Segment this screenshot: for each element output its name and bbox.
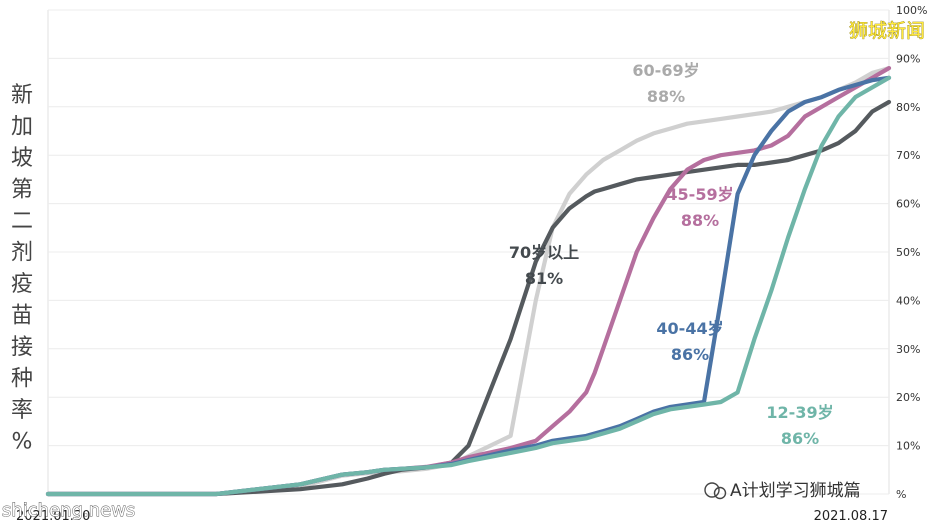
watermark-left: shicheng.news [2,500,135,521]
series-line-70岁以上 [45,99,892,497]
y-tick-label: 50% [896,246,920,259]
y-tick-label: 100% [896,4,927,17]
y-tick-label: 30% [896,343,920,356]
series-line-60-69岁 [45,65,892,497]
y-tick-label: 40% [896,294,920,307]
x-start-date-label: 2021.01.30 [16,509,90,524]
series-label-60-69岁: 60-69岁 [632,61,699,80]
wechat-icon [704,482,720,498]
series-value-40-44岁: 86% [671,345,709,364]
series-label-70岁以上: 70岁以上 [509,243,579,262]
y-tick-label: 10% [896,440,920,453]
series-label-12-39岁: 12-39岁 [766,403,833,422]
x-end-date-label: 2021.08.17 [814,509,888,524]
series-value-70岁以上: 81% [525,269,563,288]
watermark-right: A计划学习狮城篇 [730,481,861,501]
y-tick-label: 70% [896,149,920,162]
series-value-45-59岁: 88% [681,211,719,230]
y-tick-label: 80% [896,101,920,114]
series-value-60-69岁: 88% [647,87,685,106]
series-value-12-39岁: 86% [781,429,819,448]
series-label-45-59岁: 45-59岁 [666,185,733,204]
series-line-45-59岁 [45,65,892,497]
series-line-12-39岁 [45,75,892,497]
y-tick-label: 20% [896,391,920,404]
y-tick-label: 60% [896,198,920,211]
wechat-icon-small [713,486,727,500]
series-line-40-44岁 [45,75,892,497]
series-label-40-44岁: 40-44岁 [656,319,723,338]
y-tick-label-zero: % [896,488,906,501]
brand-logo-text: 狮城新闻 [849,20,925,42]
y-axis-label: 新加坡第二剂疫苗接种率% [11,83,33,455]
y-tick-label: 90% [896,52,920,65]
